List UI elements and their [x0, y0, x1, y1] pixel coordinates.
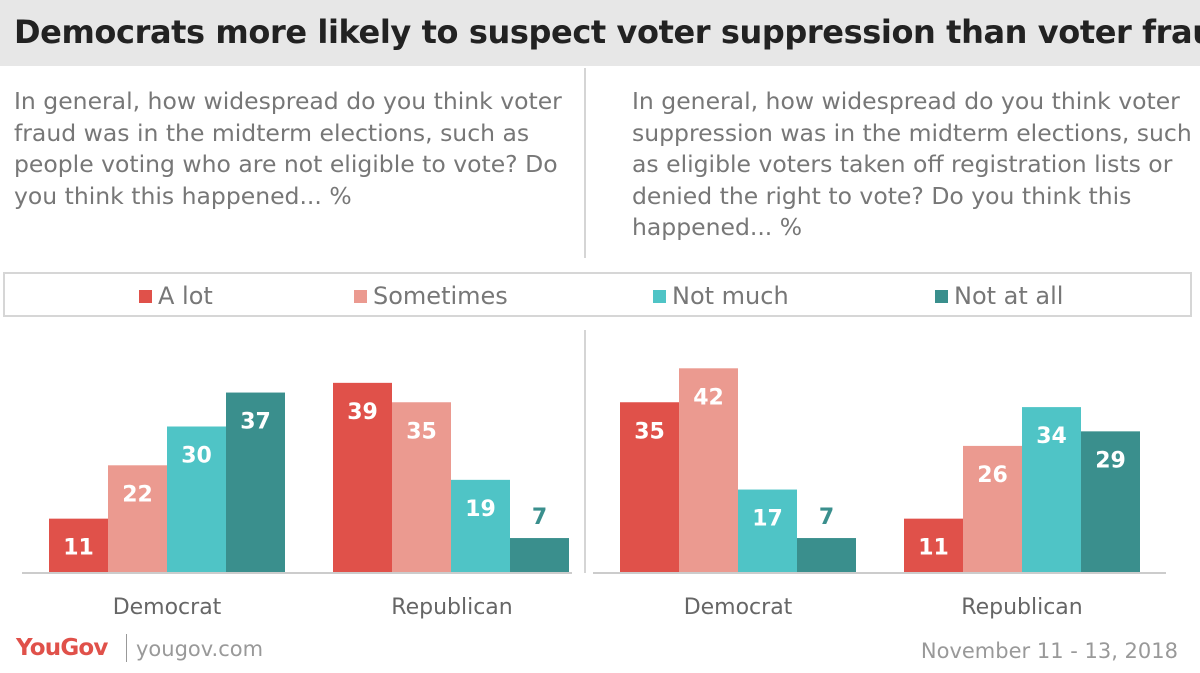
bar-fraud-republican-not-much [451, 479, 510, 572]
bar-value-label: 35 [634, 419, 665, 444]
bar-suppression-democrat-not-much [738, 489, 797, 572]
bar-suppression-republican-a-lot [904, 518, 963, 572]
footer-date: November 11 - 13, 2018 [920, 639, 1178, 663]
legend-swatch-not-at-all [935, 290, 948, 303]
bar-value-label: 11 [63, 536, 94, 561]
bar-value-label: 42 [693, 385, 724, 410]
bar-fraud-republican-not-at-all [510, 538, 569, 572]
bar-suppression-republican-not-at-all [1081, 431, 1140, 572]
legend-swatch-not-much [653, 290, 666, 303]
category-label: Democrat [684, 595, 793, 620]
bar-value-label: 29 [1095, 448, 1126, 473]
bar-suppression-republican-not-much [1022, 407, 1081, 572]
bar-fraud-democrat-sometimes [108, 465, 167, 572]
legend-label-not-at-all: Not at all [954, 282, 1064, 310]
question-left: In general, how widespread do you think … [14, 87, 562, 210]
bar-suppression-republican-sometimes [963, 445, 1022, 572]
bar-suppression-democrat-sometimes [679, 368, 738, 572]
bar-value-label: 35 [406, 419, 437, 444]
bar-fraud-democrat-not-much [167, 426, 226, 572]
bar-value-label: 17 [752, 507, 783, 532]
bar-value-label: 26 [977, 463, 1008, 488]
bar-value-label: 34 [1036, 424, 1067, 449]
bar-fraud-democrat-a-lot [49, 518, 108, 572]
legend-label-sometimes: Sometimes [373, 282, 508, 310]
bar-fraud-democrat-not-at-all [226, 392, 285, 572]
category-label: Democrat [113, 595, 222, 620]
question-right: In general, how widespread do you think … [632, 87, 1192, 241]
bar-suppression-democrat-not-at-all [797, 538, 856, 572]
bar-value-label: 30 [181, 444, 212, 469]
bar-fraud-republican-sometimes [392, 402, 451, 572]
panel-divider-top [584, 68, 586, 258]
category-label: Republican [961, 595, 1082, 620]
bar-value-label: 11 [918, 536, 949, 561]
panel-divider-bottom [584, 330, 586, 573]
legend-swatch-sometimes [354, 290, 367, 303]
title-bar: Democrats more likely to suspect voter s… [0, 0, 1200, 66]
bar-value-label: 7 [532, 505, 547, 530]
bar-value-label: 37 [240, 410, 271, 435]
bar-value-label: 39 [347, 400, 378, 425]
bar-fraud-republican-a-lot [333, 382, 392, 572]
footer-separator [126, 634, 127, 662]
bar-suppression-democrat-a-lot [620, 402, 679, 572]
legend: A lot Sometimes Not much Not at all [3, 272, 1192, 317]
legend-label-not-much: Not much [672, 282, 789, 310]
footer-site: yougov.com [136, 637, 264, 661]
bar-value-label: 19 [465, 497, 496, 522]
category-label: Republican [391, 595, 512, 620]
bar-value-label: 7 [819, 505, 834, 530]
chart-title: Democrats more likely to suspect voter s… [14, 13, 1200, 51]
legend-swatch-a-lot [139, 290, 152, 303]
bar-value-label: 22 [122, 482, 153, 507]
yougov-logo: YouGov [16, 635, 108, 661]
legend-label-a-lot: A lot [158, 282, 213, 310]
